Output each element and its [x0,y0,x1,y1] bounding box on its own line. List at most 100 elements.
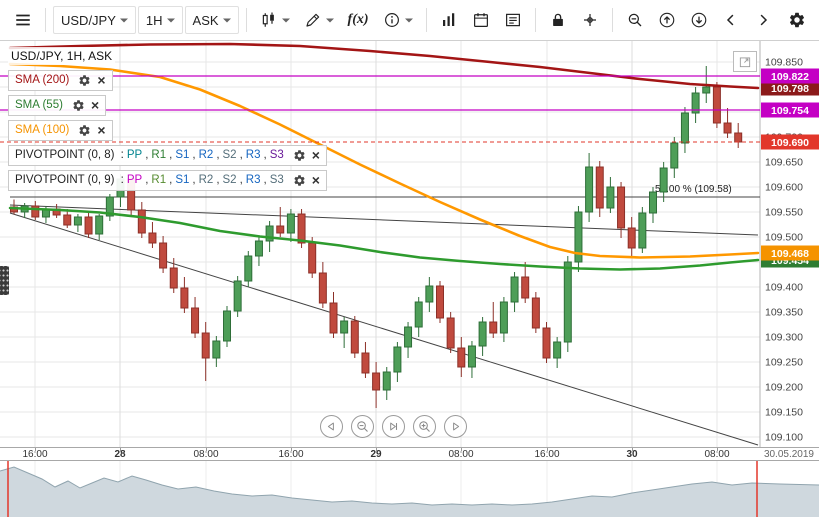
price-side-select[interactable]: ASK [184,6,239,34]
candle-body [137,209,146,234]
candlestick-chart[interactable]: 109.850109.800109.750109.700109.650109.6… [0,41,819,447]
price-badge-value: 109.798 [771,83,809,95]
candle-body [148,232,157,244]
chevron-right-icon [754,11,772,29]
scroll-right-button[interactable] [748,5,778,35]
news-button[interactable] [498,5,528,35]
toolbar-separator [611,8,613,32]
crosshair-button[interactable] [575,5,605,35]
candle-body [191,307,200,334]
price-axis-label: 109.650 [765,157,803,169]
chart-legend: USD/JPY, 1H, ASK SMA (200) × SMA (55) × SMA … [8,47,327,195]
drag-handle[interactable] [0,266,9,295]
caret-down-icon [120,18,128,23]
timeframe-select[interactable]: 1H [137,6,183,34]
indicator-settings-gear-icon[interactable] [293,174,306,187]
candle-body [286,213,295,234]
pivot-level-label: R1 [151,173,167,186]
info-button[interactable] [377,5,419,35]
overview-line [0,466,819,506]
zoom-out-button[interactable] [620,5,650,35]
zoom-out-chart-button[interactable] [351,415,374,438]
menu-button[interactable] [8,5,38,35]
overview-scrollbar-chart[interactable] [0,461,819,517]
candle-body [489,321,498,334]
indicator-label: PIVOTPOINT (0, 8) [15,148,115,161]
toolbar-separator [245,8,247,32]
indicator-remove-icon[interactable]: × [97,72,106,89]
price-side-label: ASK [192,12,219,28]
chart-type-button[interactable] [254,5,296,35]
price-axis-label: 109.500 [765,232,803,244]
time-axis-label: 16:00 [22,449,48,460]
indicator-remove-icon[interactable]: × [311,147,320,164]
candle-body [702,86,711,94]
candlestick-icon [260,11,278,29]
function-button[interactable]: f(x) [342,5,375,35]
price-badge [761,80,819,96]
price-axis-label: 109.100 [765,432,803,444]
zoom-in-chart-button[interactable] [413,415,436,438]
time-axis[interactable]: 30.05.2019 16:00 28 08:00 16:00 29 08:00 16:00… [0,447,819,460]
jump-to-latest-button[interactable] [382,415,405,438]
indicator-label: PIVOTPOINT (0, 9) [15,173,115,186]
candle-body [617,186,626,229]
candle-body [649,191,657,214]
trendline[interactable] [9,212,759,446]
candle-body [734,132,743,143]
candle-body [638,212,647,249]
indicator-settings-gear-icon[interactable] [293,149,306,162]
pivot-level-label: S3 [269,148,284,161]
time-axis-label: 16:00 [534,449,560,460]
price-badge [761,102,819,118]
candle-body [318,272,327,304]
zoom-out-icon [355,419,370,434]
price-badge-value: 109.468 [771,248,809,260]
pivot-level-label: S1 [175,173,190,186]
pivot-level-label: S2 [222,148,237,161]
indicators-button[interactable] [434,5,464,35]
timeframe-label: 1H [145,12,163,28]
candle-body [436,285,444,319]
indicator-remove-icon[interactable]: × [311,172,320,189]
candle-body [404,326,413,348]
load-chart-button[interactable] [684,5,714,35]
sma-line[interactable] [8,42,760,90]
candle-body [574,211,583,263]
indicator-remove-icon[interactable]: × [97,122,106,139]
toolbar-separator [534,8,536,32]
expand-chart-button[interactable] [733,51,757,72]
symbol-select[interactable]: USD/JPY [53,6,136,34]
indicator-remove-icon[interactable]: × [90,97,100,114]
lock-button[interactable] [543,5,573,35]
price-axis-label: 109.400 [765,282,803,294]
calendar-button[interactable] [466,5,496,35]
save-chart-button[interactable] [652,5,682,35]
pivot-level-label: R2 [198,173,214,186]
pan-left-button[interactable] [320,415,343,438]
indicator-settings-gear-icon[interactable] [78,124,91,137]
sma-line[interactable] [8,62,760,259]
price-badge-value: 109.454 [771,255,809,267]
triangle-right-icon [448,419,463,434]
draw-tools-button[interactable] [298,5,340,35]
indicator-settings-gear-icon[interactable] [78,74,91,87]
candle-body [659,167,668,193]
pivot-level-label: R3 [245,173,261,186]
sma-line[interactable] [8,206,760,271]
candle-body [84,216,93,235]
candle-body [499,301,508,334]
scroll-left-button[interactable] [716,5,746,35]
price-axis-label: 109.250 [765,357,803,369]
settings-button[interactable] [782,5,812,35]
candle-body [265,225,274,242]
candle-body [254,240,263,257]
pan-right-button[interactable] [444,415,467,438]
gear-icon [788,11,806,29]
candle-body [372,372,381,391]
candle-body [95,215,104,235]
indicator-label: SMA (200) [15,74,70,86]
candle-body [712,86,721,124]
indicator-settings-gear-icon[interactable] [72,99,85,112]
candle-body [350,320,359,354]
